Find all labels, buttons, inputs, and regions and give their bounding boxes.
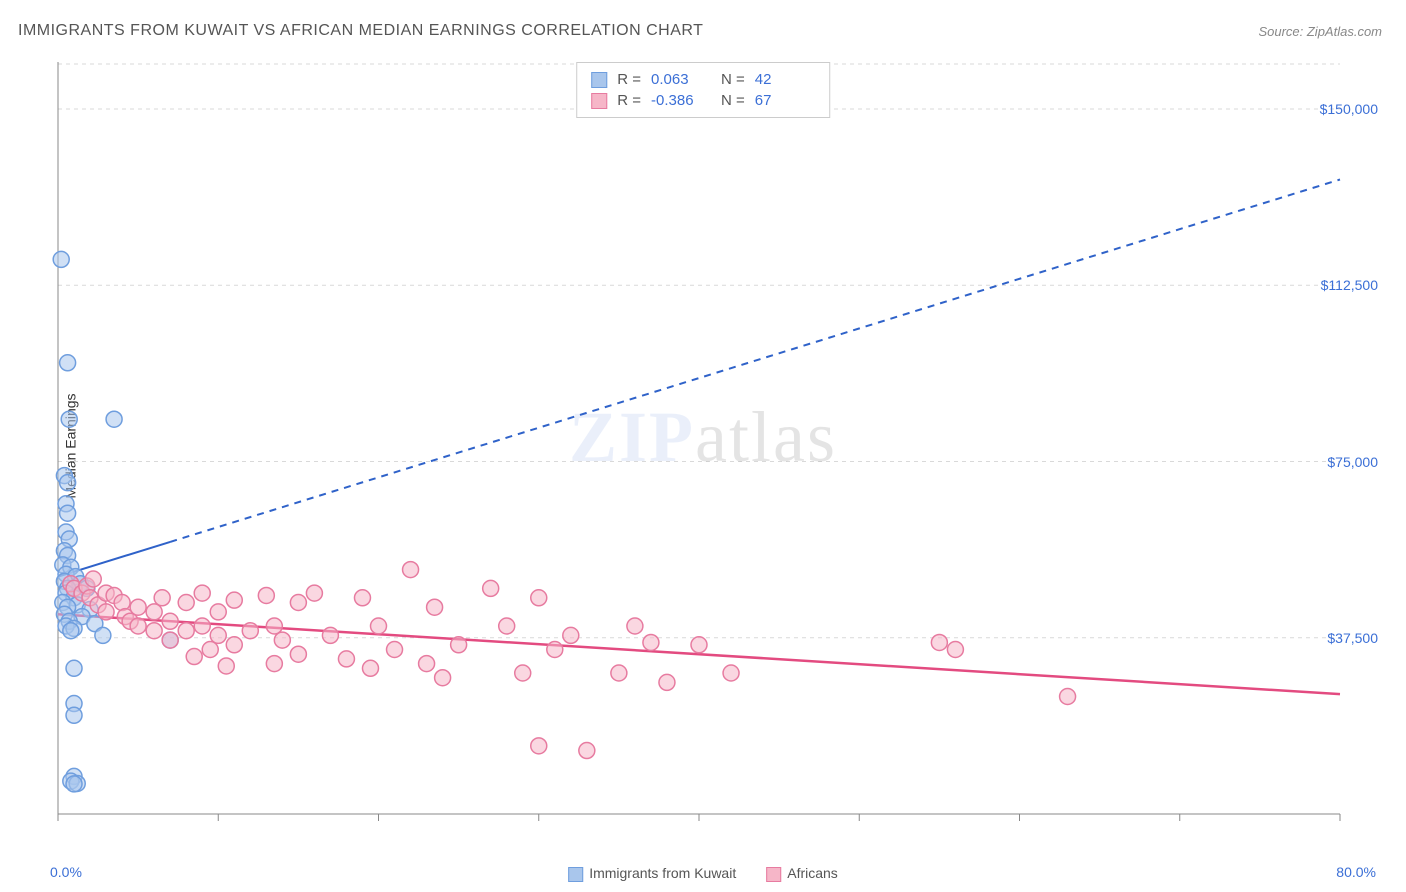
legend-row: R = 0.063 N = 42 — [591, 69, 815, 90]
legend-label: Immigrants from Kuwait — [589, 865, 736, 881]
correlation-legend: R = 0.063 N = 42 R = -0.386 N = 67 — [576, 62, 830, 118]
legend-r-label: R = — [617, 92, 641, 109]
chart-title: IMMIGRANTS FROM KUWAIT VS AFRICAN MEDIAN… — [18, 22, 703, 40]
x-axis-max-label: 80.0% — [1336, 864, 1376, 880]
legend-n-value: 42 — [755, 71, 815, 88]
legend-item: Immigrants from Kuwait — [568, 865, 736, 882]
source-label: Source: ZipAtlas.com — [1258, 24, 1382, 39]
legend-label: Africans — [787, 865, 838, 881]
legend-swatch — [568, 867, 583, 882]
legend-r-label: R = — [617, 71, 641, 88]
legend-swatch — [591, 93, 607, 109]
legend-swatch — [591, 72, 607, 88]
y-tick-label: $37,500 — [1327, 630, 1378, 646]
y-tick-label: $150,000 — [1320, 101, 1378, 117]
legend-swatch — [766, 867, 781, 882]
legend-n-value: 67 — [755, 92, 815, 109]
legend-item: Africans — [766, 865, 838, 882]
legend-r-value: 0.063 — [651, 71, 711, 88]
x-axis-min-label: 0.0% — [50, 864, 82, 880]
legend-r-value: -0.386 — [651, 92, 711, 109]
y-tick-label: $112,500 — [1321, 277, 1378, 293]
scatter-plot — [50, 62, 1382, 840]
legend-n-label: N = — [721, 71, 745, 88]
chart-svg — [50, 62, 1382, 840]
legend-row: R = -0.386 N = 67 — [591, 90, 815, 111]
y-tick-label: $75,000 — [1327, 454, 1378, 470]
series-legend: Immigrants from Kuwait Africans — [568, 865, 838, 882]
legend-n-label: N = — [721, 92, 745, 109]
